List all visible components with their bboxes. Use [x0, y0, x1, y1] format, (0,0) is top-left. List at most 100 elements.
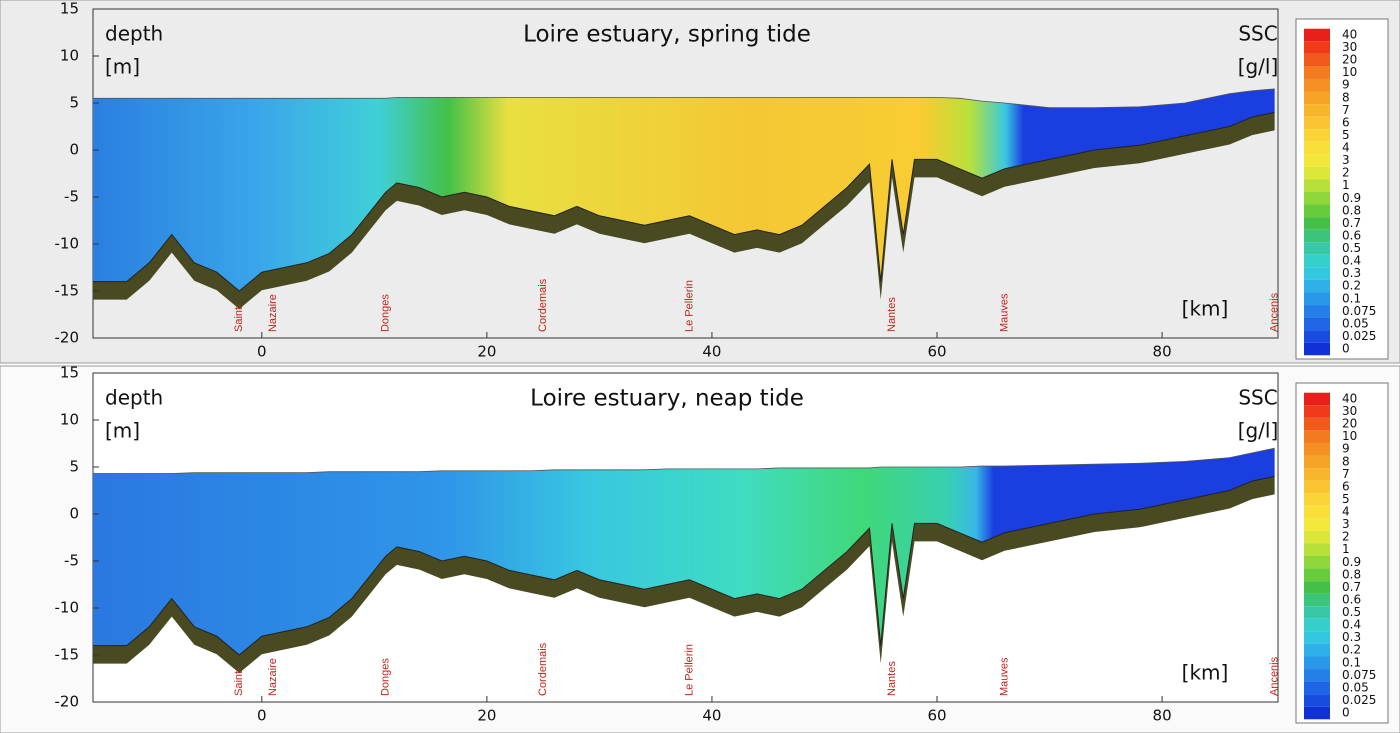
- colorbar-title: [g/l]: [1238, 55, 1279, 79]
- y-tick-label: -10: [55, 599, 80, 617]
- bed-line: [93, 111, 1275, 292]
- colorbar-label: 0.1: [1342, 655, 1361, 669]
- colorbar-label: 9: [1342, 442, 1350, 456]
- colorbar-label: 4: [1342, 505, 1350, 519]
- colorbar-label: 0.7: [1342, 216, 1361, 230]
- colorbar-label: 0.7: [1342, 580, 1361, 594]
- colorbar-label: 0.6: [1342, 228, 1361, 242]
- chart-title: Loire estuary, neap tide: [530, 386, 804, 412]
- colorbar-swatch: [1304, 179, 1330, 192]
- colorbar-swatch: [1304, 104, 1330, 117]
- location-label: Mauves: [998, 657, 1010, 696]
- location-label: Ancenis: [1269, 656, 1281, 696]
- colorbar-swatch: [1304, 480, 1330, 494]
- colorbar-swatch: [1304, 116, 1330, 130]
- colorbar-swatch: [1304, 53, 1330, 67]
- colorbar-swatch: [1304, 405, 1330, 418]
- location-label: Donges: [379, 658, 391, 696]
- colorbar-label: 2: [1342, 530, 1350, 544]
- y-tick-label: -5: [64, 552, 79, 570]
- x-tick-label: 40: [702, 707, 721, 725]
- colorbar-label: 0.2: [1342, 279, 1361, 293]
- water-body: [93, 448, 1275, 655]
- y-tick-label: 0: [69, 141, 79, 159]
- colorbar-label: 3: [1342, 517, 1350, 531]
- colorbar-label: 0.1: [1342, 291, 1361, 305]
- colorbar-swatch: [1304, 28, 1330, 42]
- x-tick-label: 60: [927, 707, 946, 725]
- colorbar-label: 7: [1342, 103, 1350, 117]
- colorbar-swatch: [1304, 556, 1330, 569]
- colorbar-swatch: [1304, 254, 1330, 268]
- location-label: Donges: [379, 294, 391, 332]
- colorbar-swatch: [1304, 91, 1330, 105]
- y-tick-label: 10: [60, 411, 79, 429]
- location-label: Cordemais: [537, 278, 549, 332]
- colorbar-swatch: [1304, 606, 1330, 619]
- colorbar-label: 6: [1342, 479, 1350, 493]
- colorbar-label: 40: [1342, 28, 1357, 42]
- location-label: Le Pellerin: [683, 644, 695, 696]
- y-tick-label: 15: [60, 0, 79, 18]
- colorbar-swatch: [1304, 242, 1330, 255]
- colorbar-swatch: [1304, 706, 1330, 720]
- surface-line: [93, 88, 1275, 109]
- x-tick-label: 60: [927, 343, 946, 361]
- colorbar-swatch: [1304, 468, 1330, 481]
- colorbar-swatch: [1304, 392, 1330, 406]
- colorbar-swatch: [1304, 618, 1330, 632]
- colorbar-swatch: [1304, 204, 1330, 218]
- colorbar-label: 10: [1342, 429, 1357, 443]
- x-tick-label: 40: [702, 343, 721, 361]
- colorbar-label: 6: [1342, 115, 1350, 129]
- colorbar-label: 0.6: [1342, 592, 1361, 606]
- y-tick-label: -15: [55, 646, 80, 664]
- colorbar-label: 0.05: [1342, 316, 1369, 330]
- colorbar-label: 0.9: [1342, 555, 1361, 569]
- colorbar-swatch: [1304, 568, 1330, 582]
- colorbar-label: 0.4: [1342, 254, 1361, 268]
- colorbar-swatch: [1304, 192, 1330, 205]
- colorbar-label: 0.025: [1342, 329, 1376, 343]
- bed-line: [93, 475, 1275, 656]
- colorbar-swatch: [1304, 643, 1330, 657]
- colorbar-label: 0.075: [1342, 304, 1376, 318]
- colorbar-swatch: [1304, 417, 1330, 431]
- colorbar-swatch: [1304, 267, 1330, 280]
- colorbar-swatch: [1304, 430, 1330, 443]
- location-label: Nazaire: [267, 294, 279, 332]
- colorbar-label: 30: [1342, 404, 1357, 418]
- colorbar-label: 40: [1342, 392, 1357, 406]
- y-tick-label: 0: [69, 505, 79, 523]
- colorbar-label: 9: [1342, 78, 1350, 92]
- colorbar-label: 3: [1342, 153, 1350, 167]
- y-tick-label: -20: [55, 329, 80, 347]
- colorbar-swatch: [1304, 442, 1330, 456]
- colorbar-title: SSC: [1238, 386, 1277, 410]
- colorbar-label: 1: [1342, 542, 1350, 556]
- colorbar-label: 5: [1342, 128, 1350, 142]
- y-tick-label: 15: [60, 364, 79, 382]
- x-tick-label: 20: [477, 343, 496, 361]
- colorbar-swatch: [1304, 631, 1330, 644]
- colorbar-swatch: [1304, 154, 1330, 167]
- colorbar-swatch: [1304, 530, 1330, 544]
- colorbar-label: 0: [1342, 342, 1350, 356]
- colorbar-label: 20: [1342, 53, 1357, 67]
- colorbar-label: 0.075: [1342, 668, 1376, 682]
- surface-line: [93, 447, 1275, 474]
- colorbar-swatch: [1304, 342, 1330, 356]
- y-axis-label: [m]: [105, 55, 140, 79]
- colorbar-swatch: [1304, 78, 1330, 92]
- colorbar-label: 1: [1342, 178, 1350, 192]
- colorbar-label: 2: [1342, 166, 1350, 180]
- y-tick-label: -5: [64, 188, 79, 206]
- colorbar-swatch: [1304, 518, 1330, 531]
- y-tick-label: 5: [69, 458, 79, 476]
- location-label: Nantes: [886, 297, 898, 332]
- colorbar-swatch: [1304, 681, 1330, 695]
- colorbar-swatch: [1304, 166, 1330, 180]
- colorbar-label: 0.3: [1342, 266, 1361, 280]
- colorbar-label: 0.5: [1342, 605, 1361, 619]
- colorbar-label: 0.8: [1342, 203, 1361, 217]
